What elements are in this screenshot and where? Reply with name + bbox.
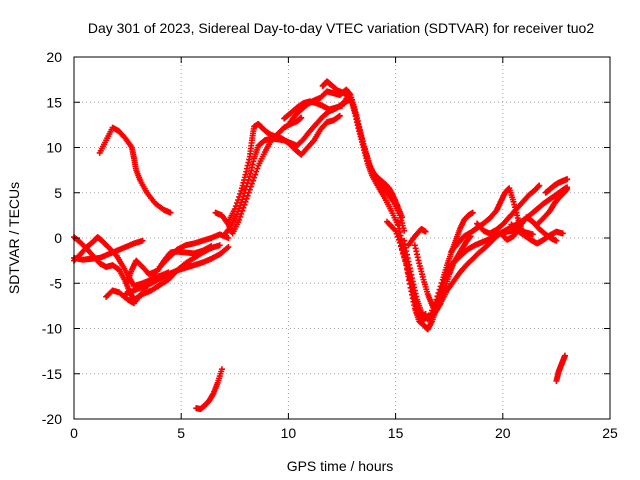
series-arc-16 <box>401 184 571 323</box>
data-point <box>298 114 305 121</box>
series-arc-17 <box>411 233 474 314</box>
data-point <box>254 165 261 172</box>
series-arc-19 <box>405 225 429 249</box>
y-tick-label: -15 <box>42 366 62 382</box>
data-point <box>406 275 413 282</box>
data-point <box>404 266 411 273</box>
data-point <box>401 254 408 261</box>
series-arc-6 <box>122 244 232 298</box>
data-point <box>469 209 476 216</box>
data-point <box>559 230 566 237</box>
series-arc-27 <box>553 352 568 384</box>
data-point <box>252 171 259 178</box>
data-point <box>403 262 410 269</box>
data-point <box>232 203 239 210</box>
series-arc-21 <box>448 185 526 255</box>
data-point <box>233 211 240 218</box>
data-point <box>401 227 408 234</box>
data-point <box>399 247 406 254</box>
series-arc-9 <box>212 114 305 237</box>
series-arc-14 <box>319 78 401 228</box>
series-arc-22 <box>474 182 543 237</box>
y-tick-label: 15 <box>46 94 62 110</box>
series-arc-25 <box>534 186 571 228</box>
y-tick-label: 0 <box>54 230 62 246</box>
data-point <box>434 293 441 300</box>
chart-title: Day 301 of 2023, Sidereal Day-to-day VTE… <box>88 20 595 36</box>
data-point <box>233 200 240 207</box>
data-point <box>407 280 414 287</box>
series-arc-8 <box>193 366 225 413</box>
data-point <box>336 112 343 119</box>
data-point <box>438 279 445 286</box>
y-tick-label: 20 <box>46 49 62 65</box>
x-tick-label: 5 <box>177 425 185 441</box>
x-tick-label: 15 <box>388 425 404 441</box>
data-point <box>218 366 225 373</box>
data-point <box>236 193 243 200</box>
data-point <box>236 216 243 223</box>
series-arc-7 <box>124 243 215 285</box>
data-point <box>553 237 560 244</box>
data-point <box>397 243 404 250</box>
data-point <box>242 186 249 193</box>
data-point <box>393 230 400 237</box>
data-point <box>167 209 174 216</box>
data-point <box>422 228 429 235</box>
data-point <box>231 206 238 213</box>
x-tick-label: 10 <box>281 425 297 441</box>
data-point <box>251 174 258 181</box>
axis-ticks: 0 5 10 15 20 25 -20 -15 -10 -5 0 5 10 15 20 <box>42 49 618 441</box>
series-arc-4 <box>96 124 174 216</box>
x-tick-label: 0 <box>70 425 78 441</box>
data-point <box>243 183 250 190</box>
data-point <box>216 242 223 249</box>
data-point <box>561 352 568 359</box>
data-point <box>402 258 409 265</box>
data-marks <box>71 78 571 413</box>
series-arc-20 <box>396 209 476 323</box>
y-tick-label: -10 <box>42 321 62 337</box>
data-point <box>564 186 571 193</box>
x-tick-label: 25 <box>602 425 618 441</box>
data-point <box>241 190 248 197</box>
data-point <box>396 239 403 246</box>
y-tick-label: 5 <box>54 185 62 201</box>
data-point <box>237 190 244 197</box>
data-point <box>405 271 412 278</box>
data-point <box>536 182 543 189</box>
x-axis-label: GPS time / hours <box>287 458 394 474</box>
y-tick-label: 10 <box>46 140 62 156</box>
data-point <box>225 235 232 241</box>
data-point <box>436 286 443 293</box>
data-point <box>250 177 257 184</box>
data-point <box>394 233 401 240</box>
data-point <box>139 237 146 244</box>
data-point <box>433 296 440 303</box>
data-point <box>225 244 232 251</box>
data-point <box>208 243 215 250</box>
y-tick-label: -20 <box>42 411 62 427</box>
data-point <box>437 283 444 290</box>
data-point <box>400 250 407 257</box>
series-arc-26 <box>542 176 571 196</box>
data-point <box>529 231 536 238</box>
series-arc-24 <box>508 221 566 247</box>
data-point <box>435 289 442 296</box>
y-axis-label: SDTVAR / TECUs <box>6 182 22 294</box>
x-tick-label: 20 <box>495 425 511 441</box>
data-point <box>235 196 242 203</box>
series-arc-11 <box>225 112 343 225</box>
y-tick-label: -5 <box>50 275 63 291</box>
data-point <box>408 284 415 291</box>
data-point <box>392 227 399 234</box>
data-point <box>564 176 571 183</box>
data-point <box>253 168 260 175</box>
